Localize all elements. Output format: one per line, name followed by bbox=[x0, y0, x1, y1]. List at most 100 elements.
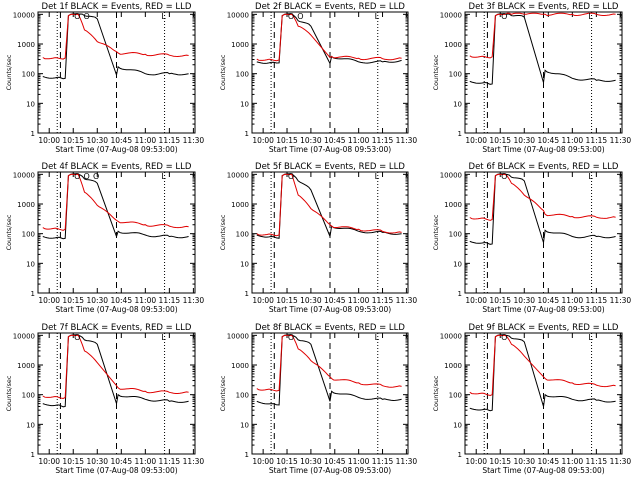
lld-marker: L bbox=[375, 172, 380, 181]
lld-series-line bbox=[469, 173, 616, 221]
x-tick-label: 10:30 bbox=[86, 296, 108, 305]
lld-marker: L bbox=[161, 333, 166, 342]
x-tick-label: 10:00 bbox=[465, 296, 487, 305]
y-tick-label: 1000 bbox=[231, 201, 249, 209]
x-tick-label: 11:15 bbox=[372, 296, 394, 305]
y-tick-label: 1 bbox=[245, 130, 249, 138]
x-tick-label: 11:15 bbox=[586, 296, 608, 305]
y-tick-label: 10000 bbox=[440, 332, 462, 340]
panel-title: Det 5f BLACK = Events, RED = LLD bbox=[255, 162, 405, 172]
lld-marker: L bbox=[588, 333, 593, 342]
x-tick-label: 10:00 bbox=[38, 457, 60, 466]
x-tick-label: 10:45 bbox=[324, 296, 346, 305]
y-tick-label: 1000 bbox=[231, 362, 249, 370]
x-tick-label: 10:45 bbox=[324, 457, 346, 466]
x-tick-label: 11:15 bbox=[372, 136, 394, 145]
x-tick-label: 10:45 bbox=[110, 136, 132, 145]
y-tick-label: 1000 bbox=[444, 41, 462, 49]
x-tick-label: 10:15 bbox=[489, 296, 511, 305]
y-tick-label: 10000 bbox=[227, 332, 249, 340]
overflow-marker: O bbox=[93, 172, 99, 181]
lld-series-line bbox=[256, 334, 402, 392]
x-tick-label: 10:15 bbox=[62, 457, 84, 466]
x-tick-label: 11:30 bbox=[610, 136, 632, 145]
events-series-line bbox=[42, 173, 189, 240]
x-tick-label: 11:00 bbox=[348, 457, 370, 466]
overflow-marker: O bbox=[74, 333, 80, 342]
x-tick-label: 10:30 bbox=[300, 136, 322, 145]
y-tick-label: 10 bbox=[26, 421, 35, 429]
x-tick-label: 10:45 bbox=[110, 457, 132, 466]
x-tick-label: 11:30 bbox=[610, 296, 632, 305]
lld-series-line bbox=[42, 334, 189, 400]
y-tick-label: 10 bbox=[240, 421, 249, 429]
x-tick-label: 10:30 bbox=[513, 296, 535, 305]
detector-panel-4: Det 4f BLACK = Events, RED = LLD 1 10 100 10… bbox=[5, 162, 204, 314]
y-tick-label: 10 bbox=[26, 100, 35, 108]
overflow-marker: O bbox=[501, 12, 507, 21]
y-tick-label: 1 bbox=[31, 290, 35, 298]
x-tick-label: 11:30 bbox=[396, 457, 418, 466]
y-tick-label: 1000 bbox=[231, 41, 249, 49]
x-tick-label: 10:00 bbox=[38, 296, 60, 305]
overflow-marker: O bbox=[288, 172, 294, 181]
y-tick-label: 10000 bbox=[13, 332, 35, 340]
overflow-marker: O bbox=[74, 172, 80, 181]
panel-title: Det 7f BLACK = Events, RED = LLD bbox=[42, 323, 192, 333]
detector-panel-8: Det 8f BLACK = Events, RED = LLD 1 10 100 10… bbox=[219, 323, 417, 475]
events-series-line bbox=[256, 173, 402, 239]
x-tick-label: 11:00 bbox=[348, 296, 370, 305]
overflow-marker: O bbox=[84, 172, 90, 181]
x-tick-label: 10:45 bbox=[537, 136, 559, 145]
y-tick-label: 10000 bbox=[13, 11, 35, 19]
detector-panel-9: Det 9f BLACK = Events, RED = LLD 1 10 100 10… bbox=[432, 323, 631, 475]
y-axis-label: Counts/sec bbox=[432, 214, 440, 250]
y-tick-label: 1000 bbox=[444, 201, 462, 209]
y-tick-label: 1 bbox=[458, 290, 462, 298]
y-axis-label: Counts/sec bbox=[219, 375, 227, 411]
x-tick-label: 11:15 bbox=[159, 296, 181, 305]
y-tick-label: 10000 bbox=[440, 11, 462, 19]
y-tick-label: 10 bbox=[453, 260, 462, 268]
x-axis-label: Start Time (07-Aug-08 09:53:00) bbox=[269, 145, 391, 154]
x-tick-label: 11:30 bbox=[183, 136, 205, 145]
panel-title: Det 6f BLACK = Events, RED = LLD bbox=[469, 162, 619, 172]
y-axis-label: Counts/sec bbox=[5, 375, 13, 411]
y-tick-label: 100 bbox=[449, 231, 462, 239]
y-tick-label: 1 bbox=[31, 451, 35, 459]
x-tick-label: 10:15 bbox=[276, 136, 298, 145]
x-tick-label: 11:30 bbox=[183, 457, 205, 466]
x-tick-label: 11:00 bbox=[562, 457, 584, 466]
events-series-line bbox=[42, 13, 189, 80]
y-tick-label: 100 bbox=[449, 71, 462, 79]
events-series-line bbox=[469, 334, 616, 412]
y-tick-label: 1 bbox=[31, 130, 35, 138]
x-tick-label: 11:30 bbox=[396, 136, 418, 145]
overflow-marker: O bbox=[84, 12, 90, 21]
lld-series-line bbox=[42, 13, 189, 60]
panel-title: Det 1f BLACK = Events, RED = LLD bbox=[42, 2, 192, 12]
x-tick-label: 10:30 bbox=[300, 457, 322, 466]
y-tick-label: 10000 bbox=[227, 171, 249, 179]
y-tick-label: 100 bbox=[236, 71, 249, 79]
x-tick-label: 10:15 bbox=[276, 457, 298, 466]
x-tick-label: 11:00 bbox=[348, 136, 370, 145]
y-tick-label: 1 bbox=[245, 290, 249, 298]
detector-panel-1: Det 1f BLACK = Events, RED = LLD 1 10 100 10… bbox=[5, 2, 204, 154]
y-axis-label: Counts/sec bbox=[219, 54, 227, 90]
y-axis-label: Counts/sec bbox=[432, 54, 440, 90]
y-tick-label: 100 bbox=[22, 71, 35, 79]
detector-panel-2: Det 2f BLACK = Events, RED = LLD 1 10 100 10… bbox=[219, 2, 417, 154]
y-tick-label: 10000 bbox=[13, 171, 35, 179]
detector-panel-6: Det 6f BLACK = Events, RED = LLD 1 10 100 10… bbox=[432, 162, 631, 314]
y-tick-label: 1000 bbox=[444, 362, 462, 370]
x-tick-label: 11:30 bbox=[396, 296, 418, 305]
y-tick-label: 10 bbox=[240, 260, 249, 268]
panel-title: Det 4f BLACK = Events, RED = LLD bbox=[42, 162, 192, 172]
x-tick-label: 11:15 bbox=[586, 457, 608, 466]
x-tick-label: 10:00 bbox=[252, 136, 274, 145]
x-tick-label: 11:15 bbox=[159, 457, 181, 466]
panel-title: Det 3f BLACK = Events, RED = LLD bbox=[469, 2, 619, 12]
